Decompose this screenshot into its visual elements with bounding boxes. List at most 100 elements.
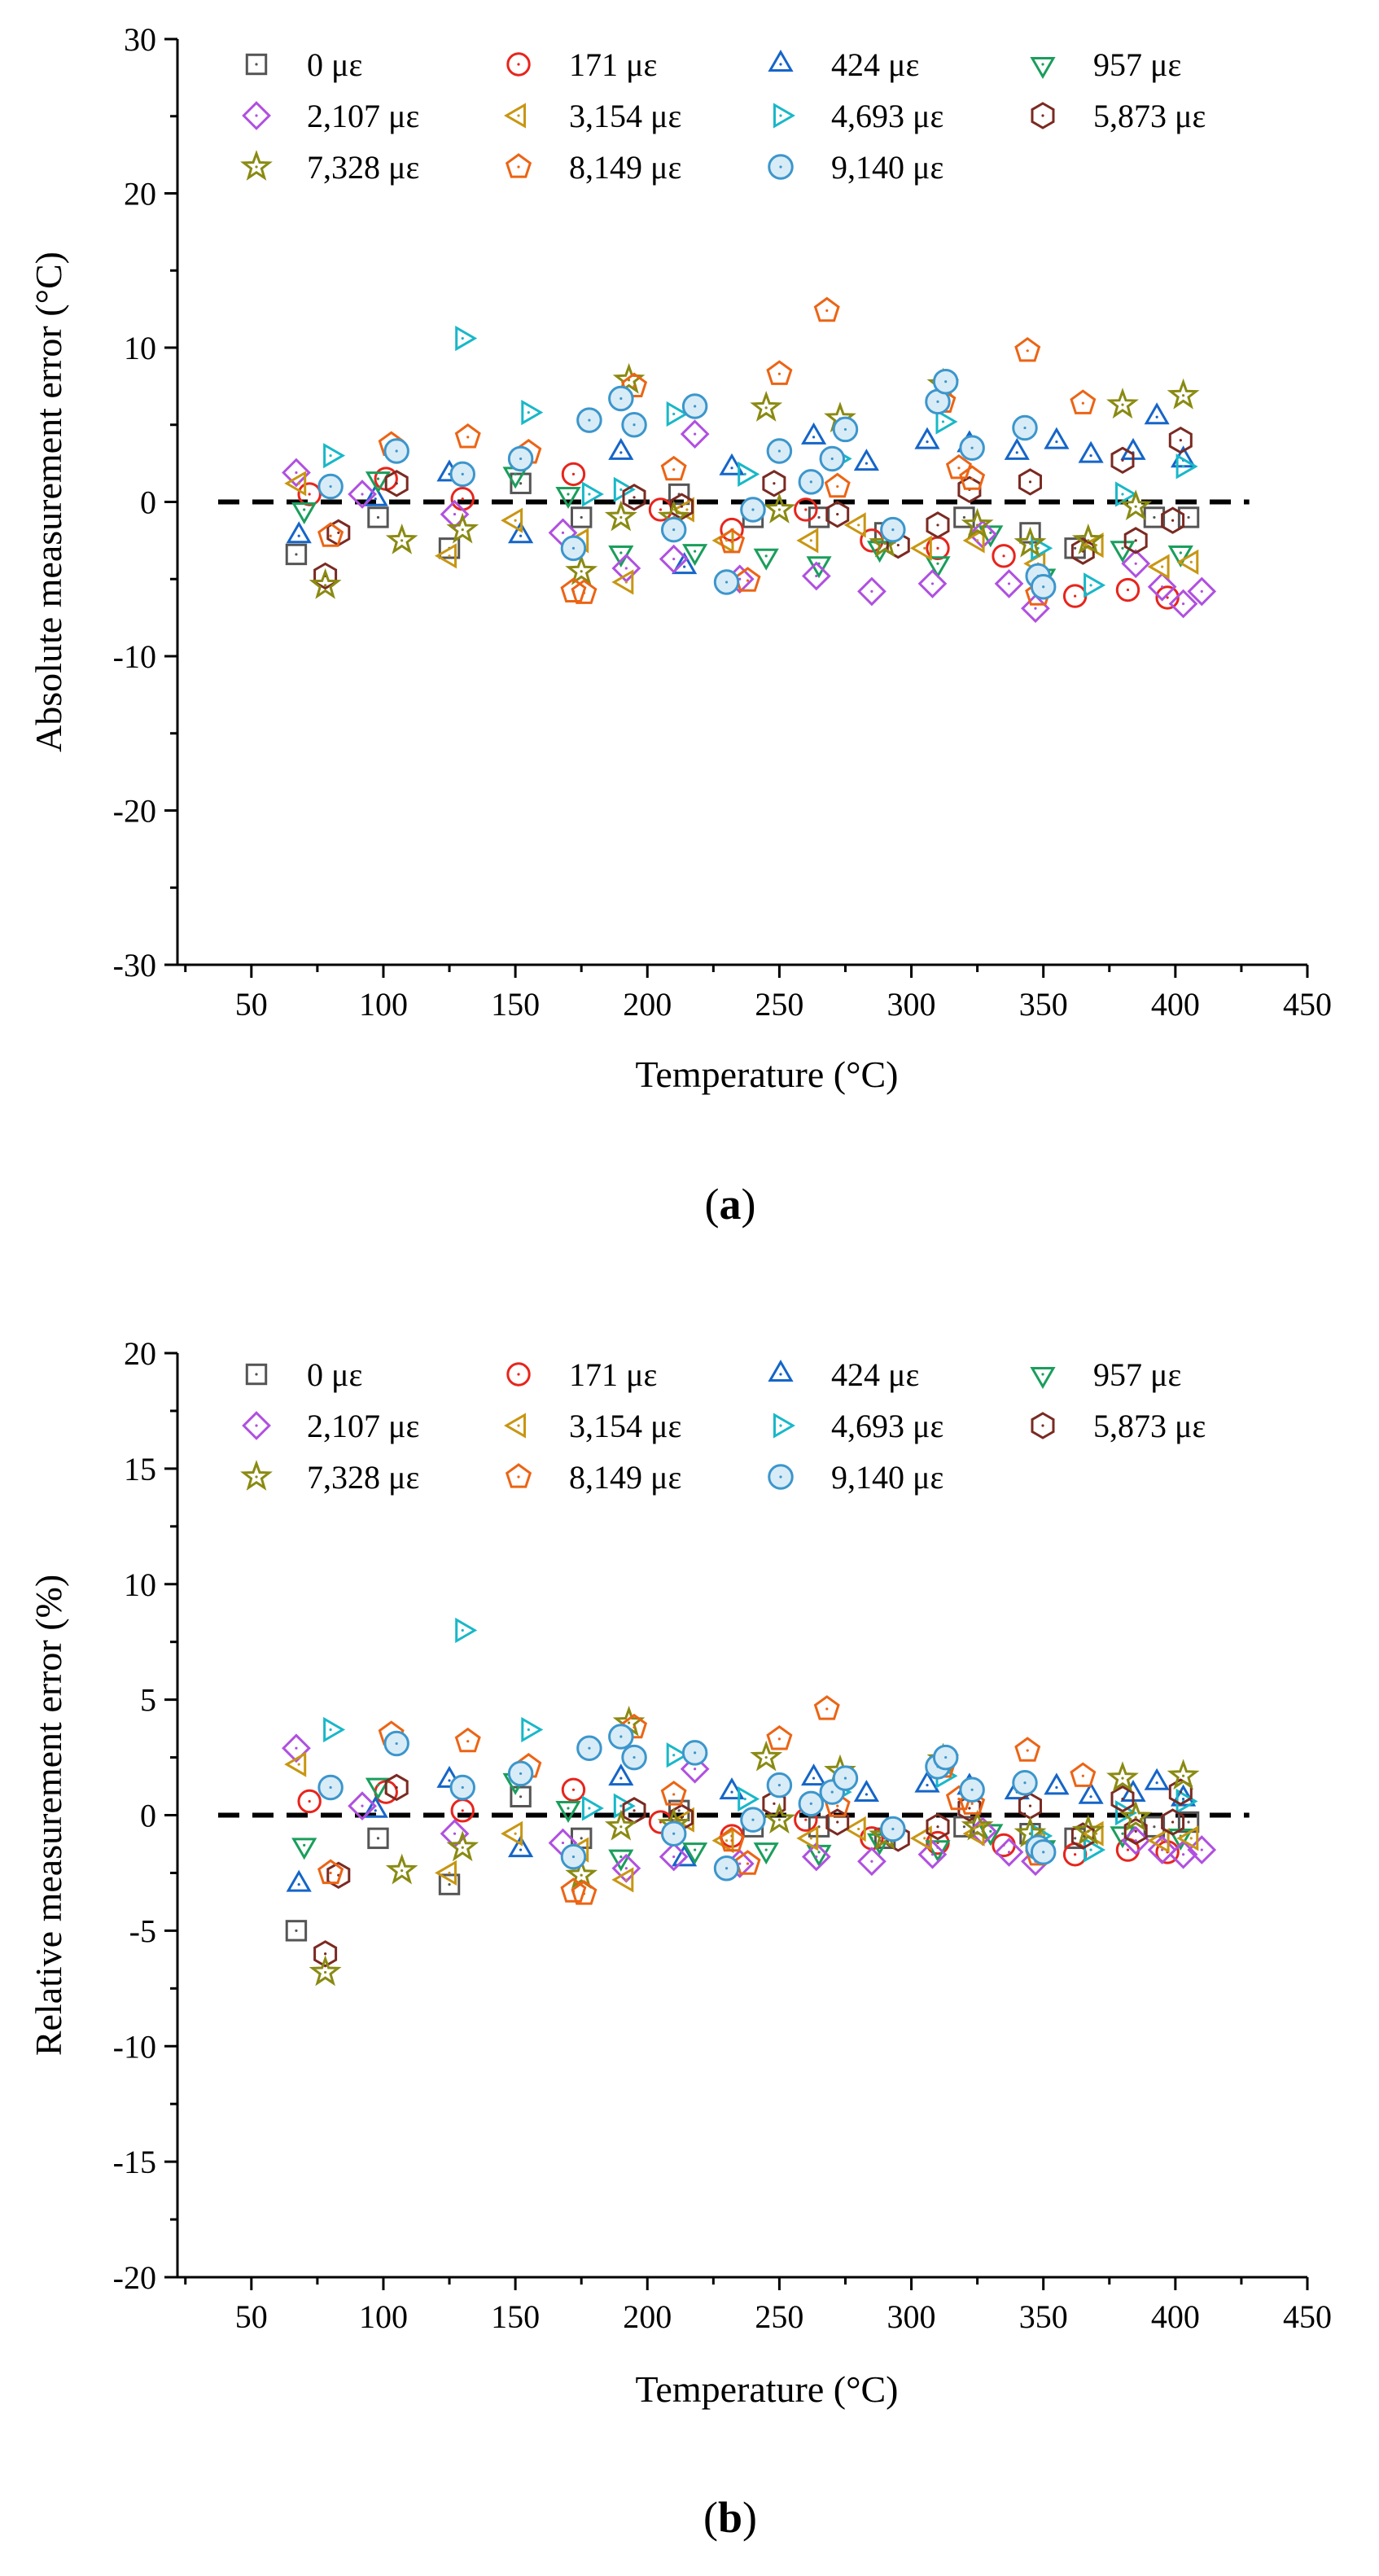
marker-center-dot bbox=[1055, 440, 1058, 444]
marker-center-dot bbox=[561, 531, 565, 535]
marker-center-dot bbox=[619, 1855, 623, 1859]
marker-center-dot bbox=[865, 1793, 869, 1796]
data-point bbox=[571, 1880, 598, 1905]
x-tick-label: 100 bbox=[359, 986, 408, 1023]
marker-center-dot bbox=[580, 515, 583, 519]
marker-center-dot bbox=[324, 584, 327, 587]
marker-center-dot bbox=[926, 1784, 929, 1787]
marker-center-dot bbox=[303, 1843, 306, 1847]
marker-center-dot bbox=[1126, 1848, 1130, 1851]
x-tick-label: 100 bbox=[359, 2298, 408, 2335]
data-point bbox=[1176, 549, 1199, 575]
data-point bbox=[1018, 468, 1042, 496]
data-point bbox=[282, 458, 311, 488]
data-point bbox=[668, 483, 690, 506]
marker-center-dot bbox=[329, 484, 332, 488]
x-tick-label: 150 bbox=[491, 2298, 540, 2335]
marker-center-dot bbox=[685, 508, 689, 511]
marker-center-dot bbox=[461, 497, 464, 501]
marker-center-dot bbox=[1026, 349, 1029, 353]
legend-label: 424 με bbox=[831, 1356, 919, 1393]
data-point bbox=[521, 1716, 544, 1743]
data-point bbox=[291, 1838, 317, 1860]
data-point bbox=[1175, 453, 1198, 480]
marker-center-dot bbox=[1028, 1804, 1032, 1807]
panel-label: (a) bbox=[705, 1180, 756, 1229]
x-tick-label: 300 bbox=[887, 986, 936, 1023]
data-point bbox=[1187, 576, 1217, 607]
marker-center-dot bbox=[970, 477, 974, 480]
x-tick-label: 50 bbox=[235, 986, 268, 1023]
marker-center-dot bbox=[817, 515, 821, 519]
x-axis-label: Temperature (°C) bbox=[636, 2368, 899, 2410]
legend-marker-7-328 bbox=[240, 150, 273, 181]
legend-marker-2-107 bbox=[242, 101, 271, 130]
marker-center-dot bbox=[619, 515, 623, 519]
marker-center-dot bbox=[777, 1784, 781, 1787]
marker-center-dot bbox=[672, 1793, 676, 1796]
data-point bbox=[994, 569, 1024, 598]
marker-center-dot bbox=[804, 1818, 808, 1821]
marker-center-dot bbox=[627, 1721, 631, 1724]
marker-center-dot bbox=[561, 1841, 565, 1845]
data-point bbox=[501, 1820, 523, 1847]
legend-label: 7,328 με bbox=[307, 1459, 419, 1496]
marker-center-dot bbox=[624, 1878, 628, 1882]
marker-center-dot bbox=[672, 1832, 676, 1835]
data-point bbox=[857, 1847, 886, 1877]
y-tick-label: 0 bbox=[140, 484, 156, 521]
marker-center-dot bbox=[1126, 588, 1130, 592]
marker-center-dot bbox=[517, 63, 520, 66]
marker-center-dot bbox=[751, 508, 755, 511]
data-point bbox=[297, 1789, 322, 1814]
data-point bbox=[1168, 426, 1193, 454]
legend-label: 8,149 με bbox=[569, 149, 681, 186]
data-point bbox=[1167, 378, 1200, 410]
marker-center-dot bbox=[1089, 584, 1092, 587]
x-tick-label: 400 bbox=[1151, 2298, 1200, 2335]
marker-center-dot bbox=[619, 488, 623, 491]
marker-center-dot bbox=[588, 1746, 591, 1750]
data-point bbox=[560, 577, 587, 602]
y-tick-label: 20 bbox=[124, 1335, 156, 1372]
marker-center-dot bbox=[448, 1883, 451, 1886]
marker-center-dot bbox=[324, 1952, 327, 1956]
data-point bbox=[766, 360, 793, 385]
marker-center-dot bbox=[725, 1867, 729, 1870]
data-point bbox=[1115, 577, 1140, 602]
data-point bbox=[385, 523, 418, 554]
marker-center-dot bbox=[891, 1827, 895, 1831]
marker-center-dot bbox=[779, 1373, 782, 1376]
marker-center-dot bbox=[1042, 585, 1045, 589]
panel-letter: b bbox=[718, 2493, 742, 2542]
data-point bbox=[1144, 1768, 1170, 1790]
marker-center-dot bbox=[588, 418, 591, 422]
marker-center-dot bbox=[1121, 493, 1124, 496]
marker-center-dot bbox=[1161, 1839, 1164, 1842]
series-2-107 bbox=[282, 419, 1217, 624]
data-point bbox=[438, 537, 461, 559]
marker-center-dot bbox=[694, 1848, 697, 1851]
marker-center-dot bbox=[1002, 554, 1005, 558]
data-point bbox=[750, 1740, 783, 1772]
marker-center-dot bbox=[571, 1788, 576, 1791]
marker-center-dot bbox=[519, 1795, 523, 1798]
legend-label: 0 με bbox=[307, 1356, 362, 1393]
marker-center-dot bbox=[395, 1741, 398, 1746]
marker-center-dot bbox=[764, 1848, 768, 1851]
series-0 bbox=[285, 472, 1200, 566]
data-point bbox=[384, 470, 409, 497]
data-point bbox=[454, 423, 481, 449]
marker-center-dot bbox=[1200, 589, 1203, 594]
marker-center-dot bbox=[527, 1728, 530, 1732]
x-axis-label: Temperature (°C) bbox=[636, 1054, 899, 1095]
marker-center-dot bbox=[1181, 1853, 1185, 1856]
marker-center-dot bbox=[779, 114, 782, 117]
marker-center-dot bbox=[815, 574, 818, 578]
legend-label: 2,107 με bbox=[307, 98, 419, 134]
data-point bbox=[813, 1695, 840, 1720]
marker-center-dot bbox=[1074, 1837, 1077, 1840]
data-point bbox=[1044, 1772, 1070, 1795]
legend-label: 171 με bbox=[569, 1356, 657, 1393]
